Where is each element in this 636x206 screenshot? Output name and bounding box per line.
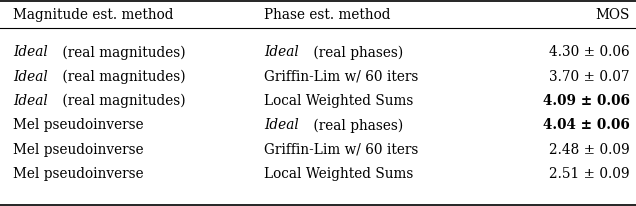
Text: (real magnitudes): (real magnitudes)	[58, 94, 185, 108]
Text: 2.48 ± 0.09: 2.48 ± 0.09	[549, 143, 630, 157]
Text: Magnitude est. method: Magnitude est. method	[13, 8, 173, 22]
Text: Local Weighted Sums: Local Weighted Sums	[264, 167, 413, 181]
Text: 4.30 ± 0.06: 4.30 ± 0.06	[549, 45, 630, 59]
Text: (real phases): (real phases)	[309, 45, 403, 60]
Text: Ideal: Ideal	[13, 94, 48, 108]
Text: Mel pseudoinverse: Mel pseudoinverse	[13, 118, 143, 132]
Text: (real magnitudes): (real magnitudes)	[58, 70, 185, 84]
Text: (real phases): (real phases)	[309, 118, 403, 133]
Text: Ideal: Ideal	[13, 70, 48, 84]
Text: 3.70 ± 0.07: 3.70 ± 0.07	[549, 70, 630, 84]
Text: Ideal: Ideal	[264, 118, 299, 132]
Text: Local Weighted Sums: Local Weighted Sums	[264, 94, 413, 108]
Text: (real magnitudes): (real magnitudes)	[58, 45, 185, 60]
Text: MOS: MOS	[595, 8, 630, 22]
Text: 4.09 ± 0.06: 4.09 ± 0.06	[543, 94, 630, 108]
Text: Mel pseudoinverse: Mel pseudoinverse	[13, 143, 143, 157]
Text: Ideal: Ideal	[13, 45, 48, 59]
Text: Phase est. method: Phase est. method	[264, 8, 391, 22]
Text: 4.04 ± 0.06: 4.04 ± 0.06	[543, 118, 630, 132]
Text: Griffin-Lim w/ 60 iters: Griffin-Lim w/ 60 iters	[264, 70, 418, 84]
Text: 2.51 ± 0.09: 2.51 ± 0.09	[549, 167, 630, 181]
Text: Ideal: Ideal	[264, 45, 299, 59]
Text: Griffin-Lim w/ 60 iters: Griffin-Lim w/ 60 iters	[264, 143, 418, 157]
Text: Mel pseudoinverse: Mel pseudoinverse	[13, 167, 143, 181]
